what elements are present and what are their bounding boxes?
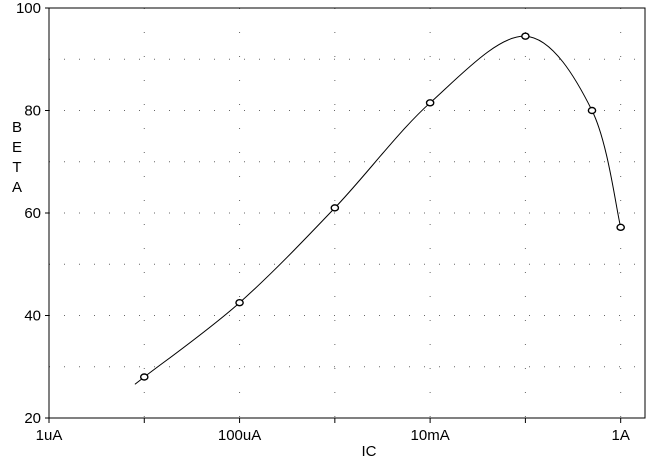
x-tick-label: 1A (611, 427, 629, 444)
data-point-marker (521, 32, 530, 40)
y-tick-label: 60 (24, 205, 41, 222)
plot-frame (48, 7, 646, 419)
data-point-marker (330, 204, 340, 212)
series-line (134, 35, 622, 385)
y-tick-label: 40 (24, 308, 41, 325)
y-tick-label: 20 (24, 410, 41, 427)
data-point-marker (139, 373, 149, 381)
data-point-marker (616, 223, 625, 232)
x-tick-label: 1uA (36, 427, 63, 444)
y-tick-label: 100 (16, 0, 41, 17)
x-tick-label: 10mA (411, 427, 450, 444)
data-points (139, 32, 625, 381)
x-tick-label: 100uA (218, 427, 261, 444)
y-tick-label: 80 (24, 103, 41, 120)
axis-ticks: 1uA 100uA 10mA 1A 20 40 60 80 100 (16, 0, 630, 444)
data-point-marker (235, 298, 244, 307)
series-curve-group (134, 35, 622, 385)
x-axis-title: IC (362, 443, 377, 460)
grid (48, 8, 645, 418)
data-point-marker (587, 106, 597, 115)
data-point-marker (425, 99, 435, 107)
